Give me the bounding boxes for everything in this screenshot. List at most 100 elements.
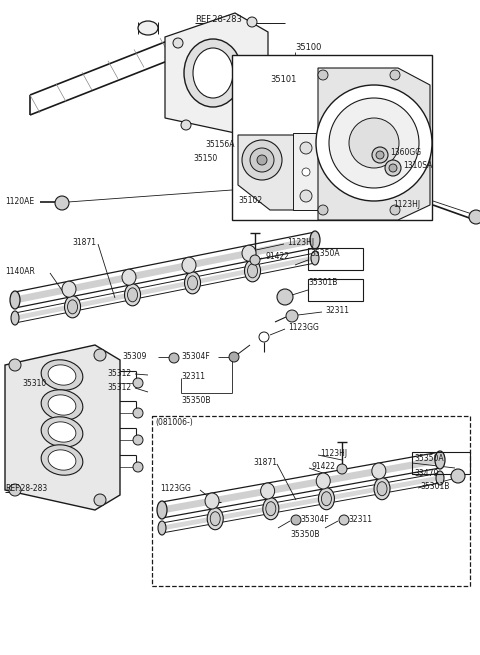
Circle shape bbox=[329, 98, 419, 188]
Text: 1140AR: 1140AR bbox=[5, 267, 35, 276]
Circle shape bbox=[300, 190, 312, 202]
Ellipse shape bbox=[248, 264, 258, 278]
Circle shape bbox=[257, 155, 267, 165]
Text: 35312: 35312 bbox=[107, 383, 131, 392]
Text: REF.28-283: REF.28-283 bbox=[5, 484, 47, 493]
Ellipse shape bbox=[436, 471, 444, 485]
Ellipse shape bbox=[311, 251, 319, 265]
Ellipse shape bbox=[244, 260, 261, 282]
Text: 35350A: 35350A bbox=[414, 454, 444, 463]
Circle shape bbox=[133, 408, 143, 418]
Bar bbox=[412, 452, 470, 474]
Circle shape bbox=[385, 160, 401, 176]
Bar bbox=[152, 416, 470, 586]
Ellipse shape bbox=[41, 390, 83, 421]
Ellipse shape bbox=[377, 481, 387, 496]
Ellipse shape bbox=[128, 288, 138, 302]
Circle shape bbox=[255, 100, 265, 110]
Polygon shape bbox=[293, 133, 320, 210]
Text: 31871: 31871 bbox=[253, 458, 277, 467]
Circle shape bbox=[286, 310, 298, 322]
Ellipse shape bbox=[124, 284, 141, 306]
Ellipse shape bbox=[266, 502, 276, 515]
Polygon shape bbox=[5, 345, 120, 510]
Ellipse shape bbox=[372, 463, 386, 479]
Circle shape bbox=[9, 484, 21, 496]
Text: 35102: 35102 bbox=[238, 196, 262, 205]
Ellipse shape bbox=[263, 498, 279, 519]
Text: 32311: 32311 bbox=[181, 372, 205, 381]
Circle shape bbox=[133, 435, 143, 445]
Circle shape bbox=[451, 469, 465, 483]
Ellipse shape bbox=[374, 477, 390, 500]
Text: 1123HJ: 1123HJ bbox=[320, 449, 347, 458]
Text: 91422: 91422 bbox=[265, 252, 289, 261]
Bar bbox=[232, 55, 432, 220]
Circle shape bbox=[250, 148, 274, 172]
Bar bbox=[308, 248, 363, 270]
Circle shape bbox=[181, 120, 191, 130]
Text: 32311: 32311 bbox=[348, 515, 372, 524]
Text: 35101: 35101 bbox=[270, 75, 296, 84]
Text: 35309: 35309 bbox=[122, 352, 146, 361]
Text: 32311: 32311 bbox=[325, 306, 349, 315]
Text: 35301B: 35301B bbox=[420, 482, 449, 491]
Ellipse shape bbox=[210, 512, 220, 526]
Bar bbox=[308, 279, 363, 301]
Ellipse shape bbox=[48, 422, 76, 442]
Text: (081006-): (081006-) bbox=[155, 418, 193, 427]
Text: 91422: 91422 bbox=[311, 462, 335, 471]
Circle shape bbox=[302, 168, 310, 176]
Circle shape bbox=[337, 464, 347, 474]
Ellipse shape bbox=[62, 281, 76, 297]
Polygon shape bbox=[238, 135, 295, 210]
Text: 1310SA: 1310SA bbox=[403, 161, 432, 170]
Circle shape bbox=[300, 142, 312, 154]
Circle shape bbox=[318, 205, 328, 215]
Ellipse shape bbox=[41, 360, 83, 390]
Text: 35156A: 35156A bbox=[205, 140, 235, 149]
Polygon shape bbox=[165, 13, 268, 133]
Circle shape bbox=[250, 255, 260, 265]
Circle shape bbox=[376, 151, 384, 159]
Text: 35150: 35150 bbox=[193, 154, 217, 163]
Circle shape bbox=[55, 196, 69, 210]
Ellipse shape bbox=[318, 488, 335, 510]
Text: 35350A: 35350A bbox=[310, 249, 340, 258]
Text: 35100: 35100 bbox=[295, 43, 322, 52]
Ellipse shape bbox=[64, 296, 81, 318]
Circle shape bbox=[169, 353, 179, 363]
Ellipse shape bbox=[68, 300, 78, 314]
Text: 1123GG: 1123GG bbox=[160, 484, 191, 493]
Circle shape bbox=[349, 118, 399, 168]
Ellipse shape bbox=[11, 311, 19, 325]
Circle shape bbox=[173, 38, 183, 48]
Ellipse shape bbox=[157, 501, 167, 519]
Circle shape bbox=[94, 494, 106, 506]
Text: 35312: 35312 bbox=[107, 369, 131, 378]
Ellipse shape bbox=[261, 483, 275, 499]
Ellipse shape bbox=[48, 395, 76, 415]
Ellipse shape bbox=[316, 473, 330, 489]
Text: 1123GG: 1123GG bbox=[288, 323, 319, 332]
Polygon shape bbox=[318, 68, 430, 220]
Ellipse shape bbox=[310, 231, 320, 249]
Ellipse shape bbox=[138, 21, 158, 35]
Circle shape bbox=[94, 349, 106, 361]
Circle shape bbox=[229, 352, 239, 362]
Circle shape bbox=[339, 515, 349, 525]
Text: 35350B: 35350B bbox=[181, 396, 211, 405]
Ellipse shape bbox=[184, 39, 242, 107]
Ellipse shape bbox=[207, 508, 223, 530]
Text: 31871: 31871 bbox=[72, 238, 96, 247]
Circle shape bbox=[390, 205, 400, 215]
Circle shape bbox=[372, 147, 388, 163]
Text: 1123HJ: 1123HJ bbox=[287, 238, 314, 247]
Text: 35301B: 35301B bbox=[308, 278, 337, 287]
Circle shape bbox=[469, 210, 480, 224]
Ellipse shape bbox=[193, 48, 233, 98]
Ellipse shape bbox=[205, 493, 219, 509]
Circle shape bbox=[242, 140, 282, 180]
Text: 1123HJ: 1123HJ bbox=[393, 200, 420, 209]
Ellipse shape bbox=[184, 272, 201, 294]
